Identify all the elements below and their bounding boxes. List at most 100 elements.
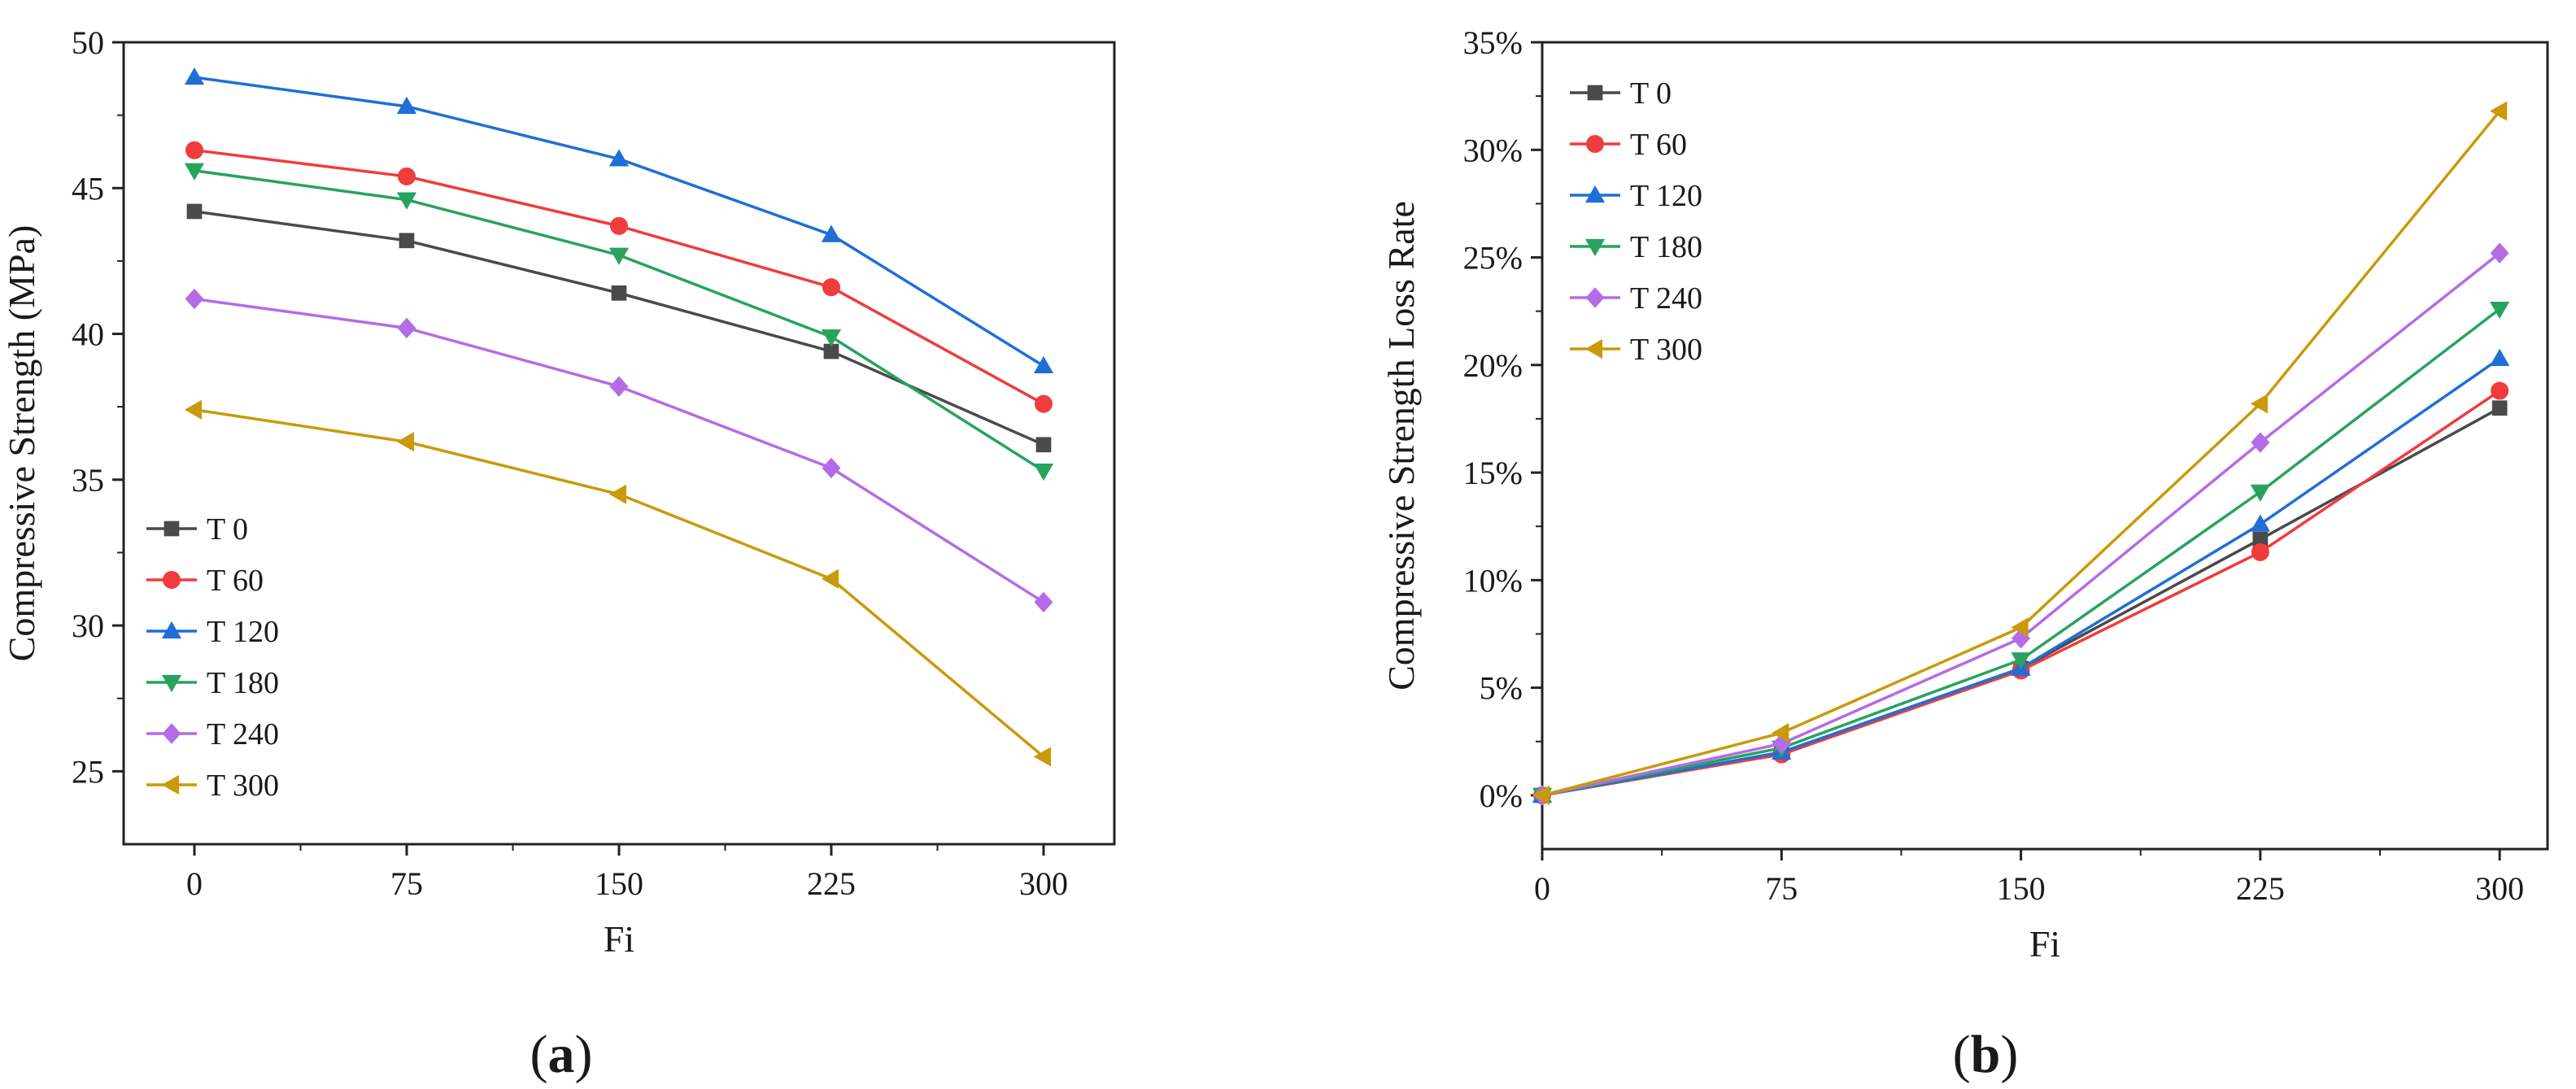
- legend-label: T 120: [1630, 179, 1702, 213]
- series-t60: [1533, 381, 2509, 804]
- x-tick-label: 0: [186, 865, 203, 902]
- data-point: [821, 568, 839, 589]
- series-t300: [184, 399, 1052, 767]
- series-t120: [184, 67, 1054, 374]
- data-point: [398, 167, 416, 185]
- data-point: [821, 329, 842, 347]
- data-point: [822, 457, 841, 479]
- series-t0: [186, 203, 1052, 453]
- legend-item: T 300: [1570, 333, 1702, 367]
- data-point: [396, 432, 415, 452]
- x-tick-label: 150: [595, 865, 643, 902]
- data-point: [2490, 301, 2510, 320]
- data-point: [823, 343, 839, 359]
- data-point: [399, 233, 415, 249]
- series-line: [1541, 390, 2501, 797]
- x-axis-label: Fi: [604, 918, 634, 960]
- data-point: [1033, 747, 1052, 767]
- y-tick-label: 5%: [1480, 670, 1523, 707]
- chart-a: 0 75 150 225 300 25 30 35 40 45 50 Fi Compressive St…: [1, 24, 1116, 960]
- legend-marker: [1584, 185, 1606, 203]
- series-line: [194, 210, 1044, 446]
- series-t120: [1532, 348, 2510, 803]
- y-tick-label: 35%: [1463, 24, 1523, 61]
- legend-label: T 0: [207, 512, 248, 547]
- legend-marker: [163, 571, 181, 589]
- data-point: [821, 224, 842, 242]
- legend-marker: [1587, 85, 1603, 101]
- series-t300: [1532, 101, 2508, 805]
- y-tick-label: 25%: [1463, 240, 1523, 277]
- series-t240: [185, 288, 1053, 613]
- legend-label: T 60: [1630, 128, 1687, 162]
- legend-marker: [161, 774, 180, 795]
- y-tick-label: 25: [72, 753, 104, 790]
- data-point: [1772, 723, 1789, 743]
- legend-marker: [1584, 238, 1606, 257]
- series-line: [194, 297, 1044, 603]
- data-point: [397, 317, 416, 339]
- y-axis-label: Compressive Strength Loss Rate: [1380, 201, 1422, 690]
- series-line: [194, 169, 1044, 473]
- series-line: [1541, 110, 2501, 797]
- data-point: [2252, 531, 2269, 547]
- legend-item: T 120: [146, 615, 279, 649]
- legend-marker: [1586, 135, 1604, 153]
- x-tick-label: 75: [1765, 870, 1798, 907]
- data-point: [2011, 617, 2029, 638]
- data-point: [1035, 394, 1053, 413]
- legend-marker: [1585, 287, 1605, 308]
- x-tick-label: 225: [2236, 870, 2285, 907]
- x-axis-label: Fi: [2029, 923, 2060, 965]
- data-point: [1772, 733, 1791, 755]
- legend-item: T 180: [1570, 230, 1702, 264]
- legend-label: T 0: [1630, 76, 1672, 111]
- legend-item: T 120: [1570, 179, 1702, 213]
- data-point: [1033, 355, 1054, 374]
- y-tick-label: 30: [72, 608, 104, 644]
- data-point: [1033, 463, 1054, 481]
- data-point: [2490, 348, 2510, 366]
- data-point: [185, 141, 203, 159]
- legend-item: T 0: [146, 512, 248, 547]
- legend: T 0 T 60 T 120 T 180 T 240 T 300: [1570, 76, 1702, 367]
- x-tick-label: 75: [390, 865, 423, 902]
- legend-item: T 180: [146, 666, 279, 700]
- data-point: [2251, 542, 2269, 561]
- y-tick-label: 50: [72, 24, 104, 61]
- series-line: [1541, 407, 2500, 797]
- panel-label-b: (b): [1953, 1025, 2019, 1084]
- y-axis-label: Compressive Strength (MPa): [1, 225, 42, 662]
- data-point: [2250, 514, 2270, 532]
- x-tick-label: 300: [2475, 870, 2524, 907]
- legend-marker: [1584, 338, 1603, 359]
- y-tick-label: 20%: [1463, 347, 1523, 384]
- data-point: [610, 216, 628, 235]
- data-point: [2250, 484, 2270, 502]
- series-line: [194, 408, 1045, 758]
- legend-label: T 180: [207, 666, 279, 700]
- series-line: [1541, 357, 2501, 797]
- y-tick-label: 30%: [1463, 132, 1523, 168]
- legend-item: T 300: [146, 769, 279, 803]
- x-tick-label: 0: [1534, 870, 1550, 907]
- panel-label-a: (a): [530, 1025, 593, 1084]
- data-point: [184, 163, 205, 181]
- series-line: [1541, 307, 2501, 797]
- data-point: [396, 96, 417, 114]
- x-tick-label: 300: [1019, 865, 1068, 902]
- series-t180: [184, 163, 1054, 481]
- data-point: [184, 67, 205, 85]
- legend-marker: [161, 674, 182, 693]
- legend-label: T 180: [1630, 230, 1702, 264]
- series-t180: [1532, 301, 2510, 805]
- x-tick-label: 150: [1997, 870, 2046, 907]
- data-point: [2250, 394, 2268, 414]
- legend-label: T 120: [207, 615, 279, 649]
- legend-label: T 240: [207, 717, 279, 751]
- chart-b: 0 75 150 225 300 0% 5% 10% 15% 20% 25% 30% 35% Fi Comp…: [1380, 24, 2549, 965]
- data-point: [1532, 785, 1550, 805]
- data-point: [184, 399, 203, 420]
- legend: T 0 T 60 T 120 T 180 T 240 T 300: [146, 512, 279, 803]
- legend-item: T 60: [146, 564, 264, 598]
